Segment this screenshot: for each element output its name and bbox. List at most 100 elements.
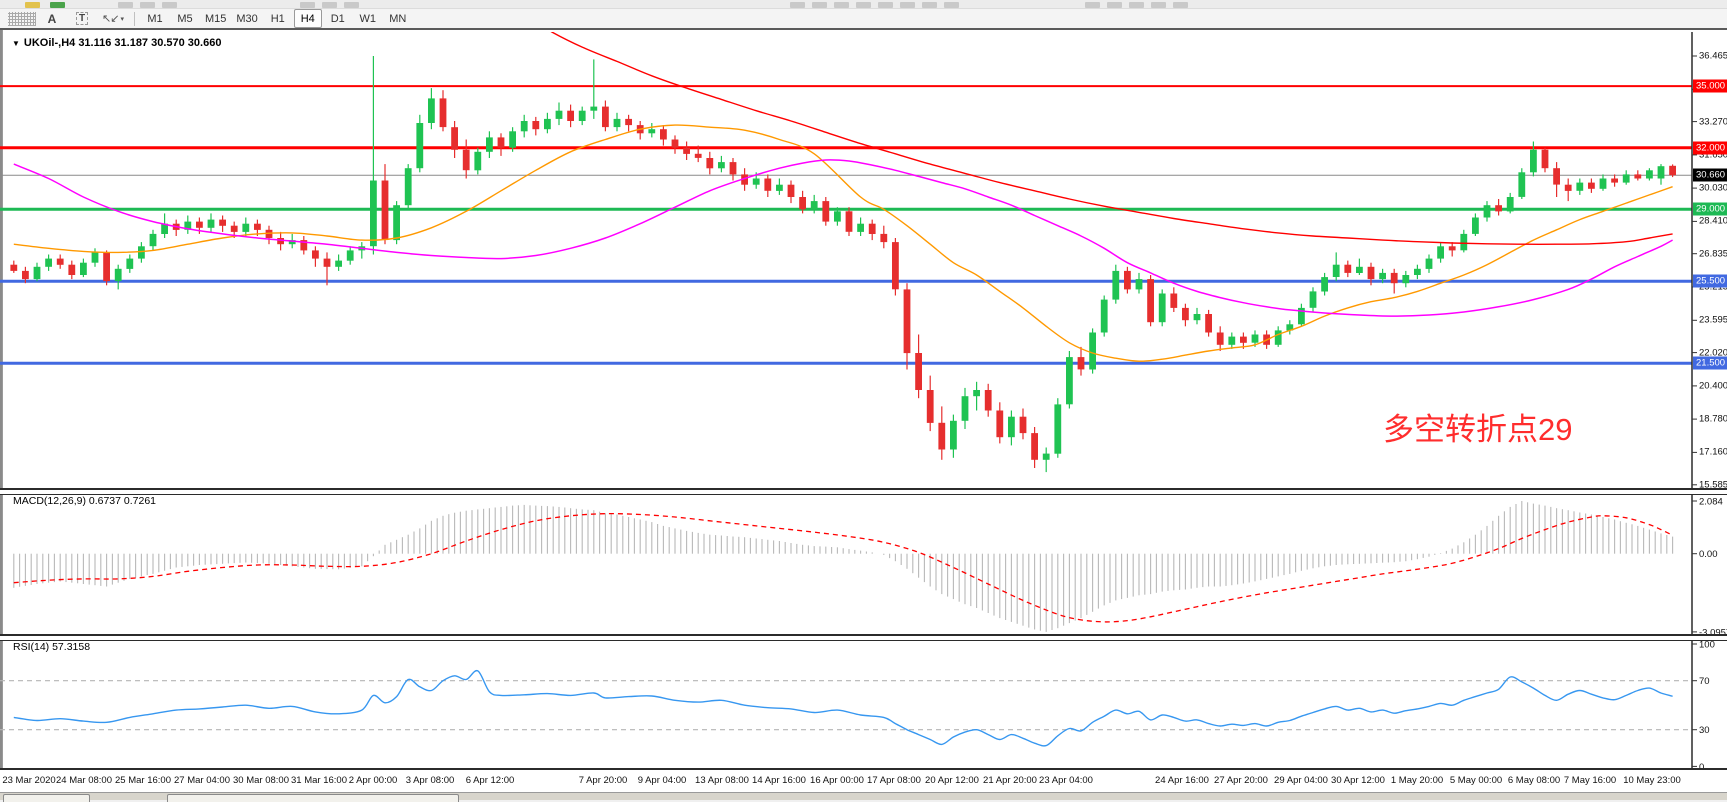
candle [242, 217, 250, 236]
tf-button-h4[interactable]: H4 [293, 9, 322, 28]
macd-tick-label: 0.00 [1699, 549, 1718, 560]
time-axis-label: 23 Mar 2020 [2, 775, 56, 786]
candle [567, 104, 574, 128]
candle [1066, 351, 1073, 409]
time-axis-label: 5 May 00:00 [1449, 775, 1503, 786]
candle [1437, 242, 1444, 263]
pane-splitter[interactable] [0, 488, 1727, 495]
clipped-icon [118, 2, 133, 8]
candle [1495, 199, 1502, 216]
candle [509, 127, 516, 152]
price-pane[interactable] [0, 32, 1727, 488]
clipped-icon [300, 2, 315, 8]
clipped-icon [50, 2, 65, 8]
candle [1390, 268, 1398, 294]
candle [358, 242, 366, 259]
candle [1274, 326, 1282, 347]
arrow-objects-button[interactable]: ↖↙ ▾ [98, 9, 128, 28]
time-axis-label: 13 Apr 08:00 [695, 775, 749, 786]
candle [1193, 307, 1201, 325]
candle [1483, 201, 1491, 222]
grid-dots-icon[interactable] [8, 12, 36, 26]
candle [497, 133, 505, 156]
candle [1298, 303, 1305, 327]
tf-button-w1[interactable]: W1 [359, 12, 377, 25]
candle [1332, 252, 1340, 282]
candle [1634, 170, 1642, 181]
candle [416, 114, 424, 173]
candle [381, 164, 389, 245]
letter-t-icon: T [75, 12, 89, 25]
candle [973, 381, 980, 411]
candle [56, 254, 64, 269]
rsi-tick-label: 0 [1699, 762, 1704, 768]
chevron-down-icon[interactable]: ▼ [12, 39, 20, 48]
time-axis[interactable]: 23 Mar 2020 24 Mar 08:00 25 Mar 16:00 27 Ma… [0, 769, 1727, 792]
candle [590, 59, 598, 119]
candle [1158, 289, 1166, 327]
chart-tab[interactable] [167, 794, 459, 802]
candle [648, 123, 656, 138]
rsi-label: RSI(14) 57.3158 [13, 641, 91, 653]
clipped-icon [140, 2, 155, 8]
candle [532, 116, 540, 136]
pane-splitter[interactable] [0, 634, 1727, 641]
clipped-icon [790, 2, 805, 8]
candle [1042, 447, 1050, 473]
candle [520, 114, 528, 138]
candle [68, 260, 76, 280]
tf-button-h1[interactable]: H1 [270, 12, 285, 25]
candle [961, 387, 969, 429]
clipped-icon [1129, 2, 1144, 8]
macd-tick-label: 2.084 [1699, 497, 1723, 508]
time-axis-label: 17 Apr 08:00 [867, 775, 921, 786]
chart-text-annotation[interactable]: 多空转折点29 [1383, 412, 1573, 447]
candle [161, 213, 168, 238]
candle [1170, 287, 1178, 312]
time-axis-label: 24 Apr 16:00 [1155, 775, 1209, 786]
candle [451, 121, 458, 158]
candle [1646, 168, 1653, 181]
candle [741, 168, 748, 191]
tf-button-m5[interactable]: M5 [177, 12, 193, 25]
macd-pane[interactable]: 2.084 0.00 -3.0957 [0, 492, 1727, 634]
clipped-icon [900, 2, 915, 8]
clipped-icon [1151, 2, 1166, 8]
candle [950, 414, 957, 458]
candle [892, 238, 899, 296]
tf-button-m1[interactable]: M1 [147, 12, 163, 25]
clipped-icon [922, 2, 937, 8]
candle [1228, 332, 1236, 349]
candle [277, 231, 284, 251]
candle [1112, 264, 1120, 304]
candle [335, 254, 342, 271]
candle [834, 207, 841, 226]
tf-button-m30[interactable]: M30 [236, 12, 258, 25]
chart-tab[interactable] [3, 794, 90, 802]
arrows-icon: ↖↙ [102, 13, 119, 25]
candle [1216, 326, 1224, 351]
candle [404, 164, 412, 210]
rsi-pane[interactable]: 100 70 30 0 [0, 638, 1727, 768]
time-axis-label: 9 Apr 04:00 [637, 775, 687, 786]
candle [880, 225, 888, 249]
tf-button-d1[interactable]: D1 [330, 12, 345, 25]
tf-button-mn[interactable]: MN [389, 12, 407, 25]
clipped-icon [162, 2, 177, 8]
candle [729, 158, 737, 181]
candle [428, 88, 435, 130]
clipped-icon [1173, 2, 1188, 8]
tf-button-m15[interactable]: M15 [204, 12, 227, 25]
chart-window[interactable]: ▼ UKOil-,H4 31.116 31.187 30.570 30.660 M… [0, 28, 1727, 802]
time-axis-label: 3 Apr 08:00 [405, 775, 455, 786]
symbol-ohlc-title: UKOil-,H4 31.116 31.187 30.570 30.660 [23, 37, 222, 49]
candle [1100, 295, 1108, 337]
chart-tab-strip [0, 792, 1727, 802]
candle [544, 112, 551, 134]
text-label-tool-button[interactable]: A [38, 9, 66, 28]
candle [149, 229, 157, 251]
candle [207, 213, 215, 232]
candle [346, 246, 354, 265]
text-box-tool-button[interactable]: T [68, 9, 96, 28]
candle [1008, 410, 1015, 446]
